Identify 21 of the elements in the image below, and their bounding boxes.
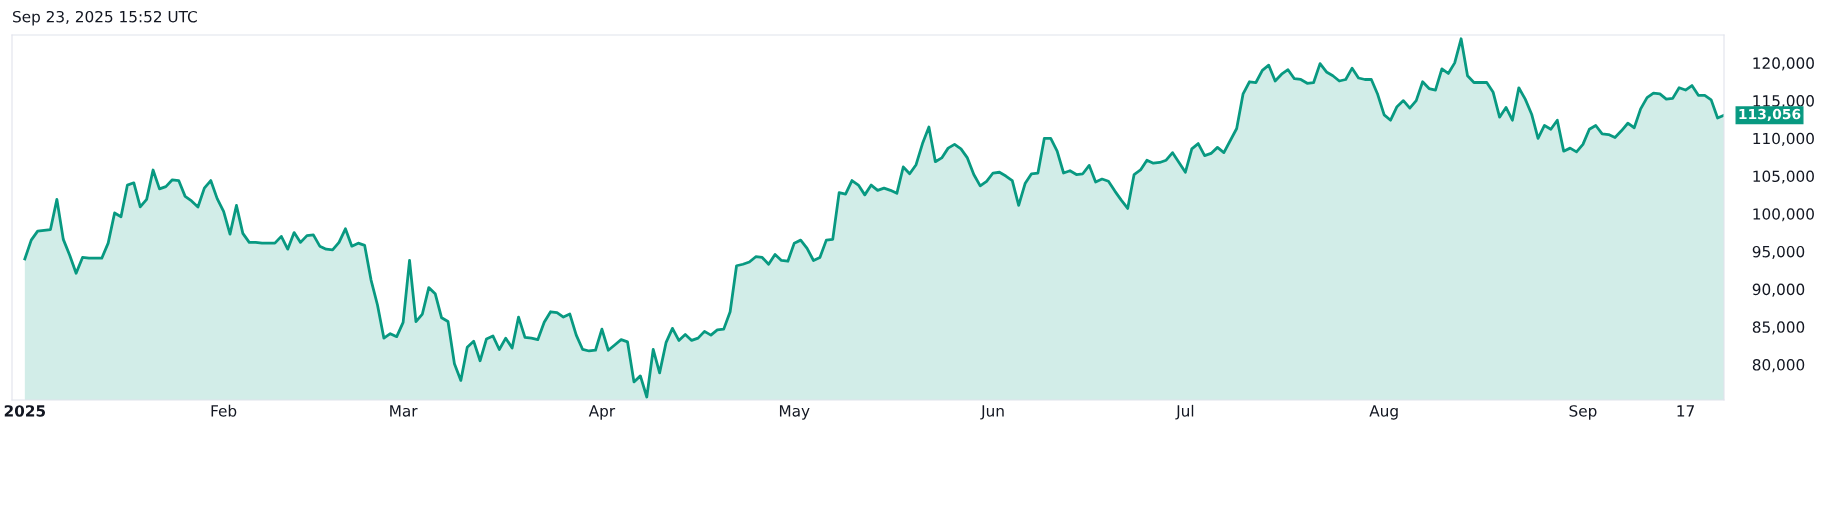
x-tick-label: May — [779, 405, 810, 420]
x-tick-label: Jul — [1175, 404, 1194, 420]
x-tick-label: Sep — [1569, 405, 1597, 420]
y-tick-label: 80,000 — [1752, 359, 1805, 373]
x-tick-label: 2025 — [4, 405, 46, 417]
x-tick-label: Jun — [980, 405, 1004, 420]
y-tick-label: 85,000 — [1752, 321, 1805, 335]
y-tick-label: 100,000 — [1753, 208, 1814, 222]
y-tick-label: 105,000 — [1753, 170, 1814, 184]
x-tick-label: 17 — [1677, 405, 1694, 417]
text: Sep 23, 2025 15:52 UTC — [13, 10, 197, 26]
x-tick-label: Mar — [390, 405, 418, 417]
y-tick-label: 110,000 — [1753, 132, 1814, 146]
text: 113,056 — [1739, 108, 1801, 122]
x-tick-label: Apr — [588, 405, 616, 420]
y-tick-label: 115,000 — [1753, 95, 1814, 109]
y-tick-label: 90,000 — [1752, 283, 1805, 297]
y-tick-label: 120,000 — [1753, 57, 1814, 71]
y-tick-label: 95,000 — [1752, 245, 1805, 260]
x-tick-label: Feb — [211, 404, 237, 417]
x-tick-label: Aug — [1369, 405, 1398, 420]
